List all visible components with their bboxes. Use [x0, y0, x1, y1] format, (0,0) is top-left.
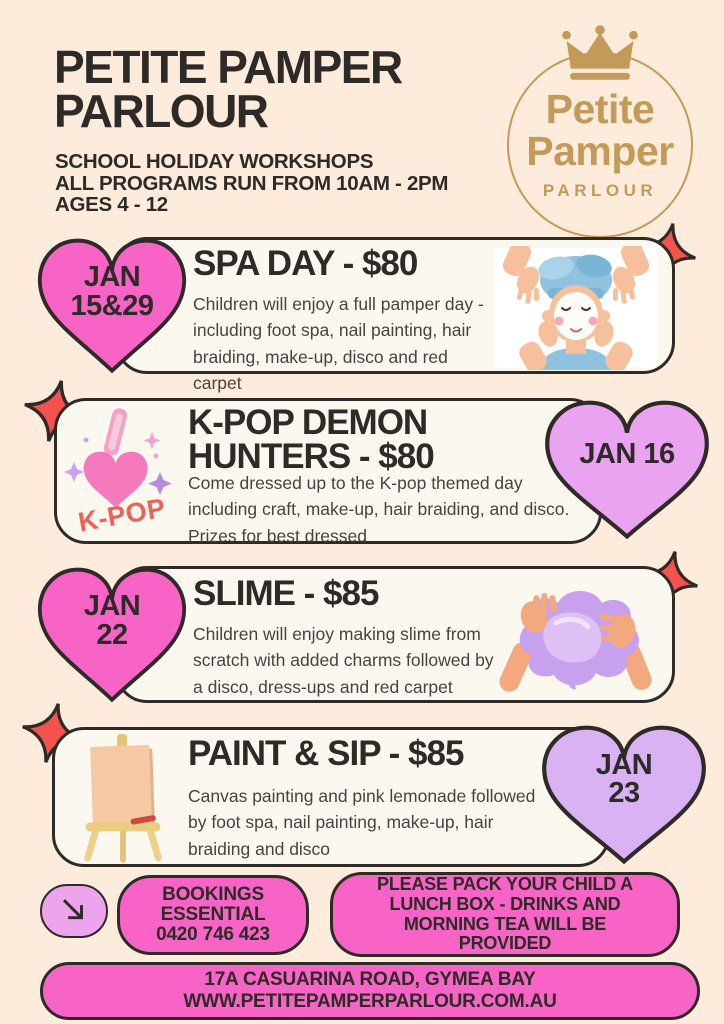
date-heart-paint-sip: JAN 23 [540, 725, 708, 867]
lunch-note-pill: PLEASE PACK YOUR CHILD A LUNCH BOX - DRI… [330, 872, 680, 957]
arrow-down-right-icon [62, 899, 83, 920]
date-heart-kpop: JAN 16 [543, 400, 711, 542]
arrow-pill [40, 884, 108, 938]
workshop-description: Come dressed up to the K-pop themed day … [188, 473, 570, 546]
brand-logo: Petite Pamper PARLOUR [507, 52, 693, 238]
easel-illustration [84, 734, 162, 863]
workshop-description: Children will enjoy a full pamper day - … [193, 294, 484, 393]
bookings-pill: BOOKINGS ESSENTIAL 0420 746 423 [117, 875, 309, 955]
workshop-description: Children will enjoy making slime from sc… [193, 624, 494, 697]
logo-word-pamper: Pamper [526, 127, 674, 174]
date-heart-spa-day: JAN 15&29 [36, 238, 188, 376]
page-title: PETITE PAMPER PARLOUR [54, 41, 403, 137]
date-label: JAN 15&29 [70, 261, 154, 322]
date-label: JAN 23 [595, 748, 653, 810]
date-label: JAN 22 [83, 590, 141, 651]
logo-word-parlour: PARLOUR [542, 181, 658, 201]
k-pop-illustration: K-POP [60, 406, 184, 538]
page-subtitle: SCHOOL HOLIDAY WORKSHOPS ALL PROGRAMS RU… [55, 150, 449, 217]
workshop-title: SPA DAY - $80 [193, 244, 418, 283]
slime-illustration [499, 591, 652, 692]
logo-word-petite: Petite [545, 85, 655, 132]
workshop-description: Canvas painting and pink lemonade follow… [188, 786, 536, 859]
date-heart-slime: JAN 22 [36, 567, 188, 705]
facial-spa-illustration [494, 246, 658, 370]
address-website-bar: 17A CASUARINA ROAD, GYMEA BAY WWW.PETITE… [40, 962, 700, 1020]
workshop-title: SLIME - $85 [193, 574, 379, 613]
workshop-title: K-POP DEMON HUNTERS - $80 [188, 403, 435, 477]
workshop-title: PAINT & SIP - $85 [188, 734, 464, 773]
crown-icon [562, 25, 638, 80]
date-label: JAN 16 [579, 438, 675, 470]
